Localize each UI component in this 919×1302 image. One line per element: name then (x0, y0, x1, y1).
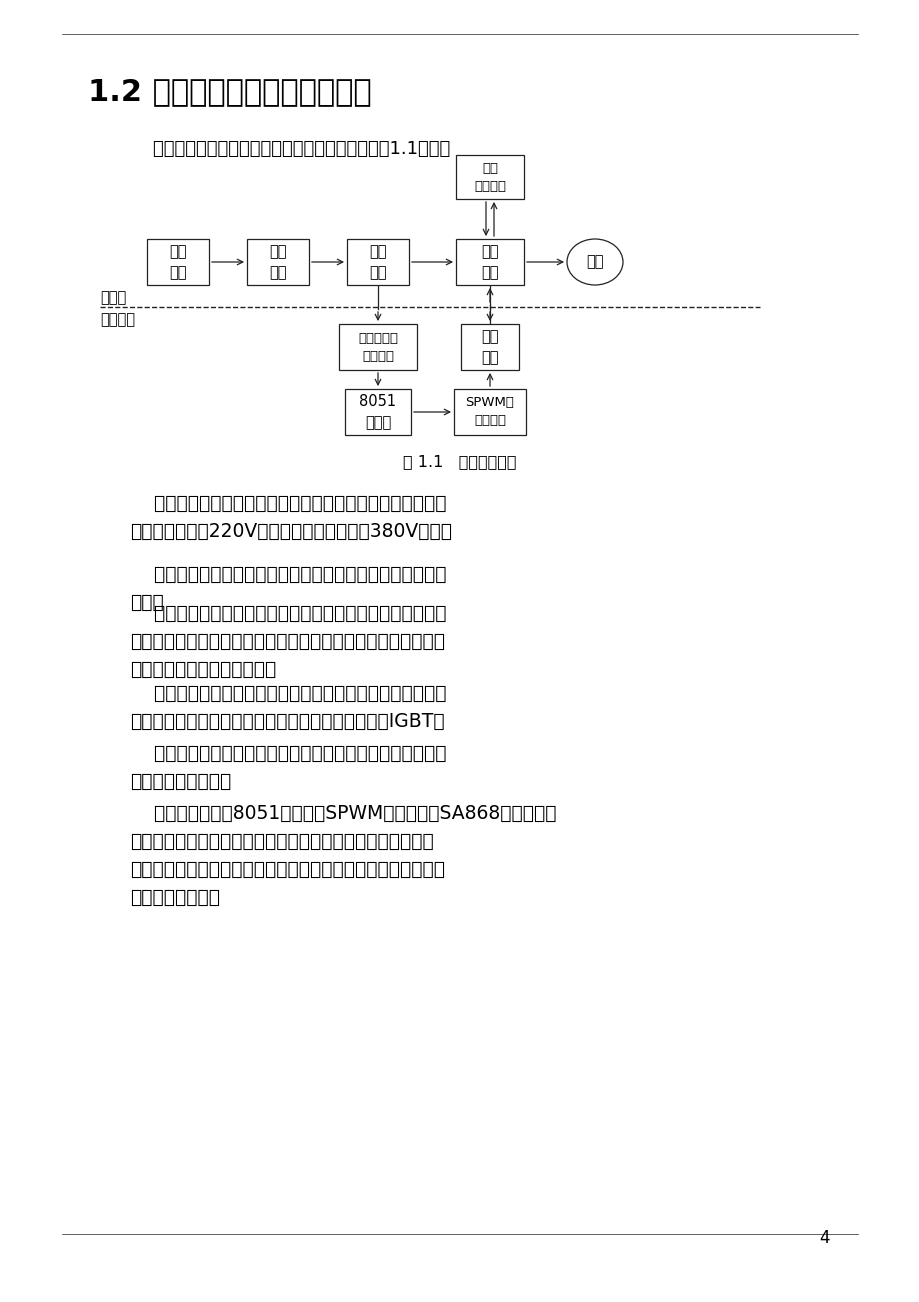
Text: 电机: 电机 (585, 254, 603, 270)
Text: 电流电压检测：一般在中间直流端采集信号，作为过压，欠
压，过流保护信号。: 电流电压检测：一般在中间直流端采集信号，作为过压，欠 压，过流保护信号。 (130, 743, 446, 792)
Text: 本文设计的交直交变频器由以下几部分组成，如图1.1所示：: 本文设计的交直交变频器由以下几部分组成，如图1.1所示： (130, 141, 449, 158)
Text: 逆变电路：逆变部分将直流电逆变成我们需要的交流电。在
设计中采用三相桥逆变，开关器件选用全控型开关管IGBT。: 逆变电路：逆变部分将直流电逆变成我们需要的交流电。在 设计中采用三相桥逆变，开关… (130, 684, 446, 730)
Text: 滤波
电路: 滤波 电路 (369, 243, 386, 280)
Bar (456, 155, 524, 199)
Text: 8051
单片机: 8051 单片机 (359, 395, 396, 430)
Bar (460, 324, 518, 370)
Text: 供电电源：电源部分因变频器输出功率的大小不同而异，小
功率的多用单相220V，中大功率的采用三相380V电源。: 供电电源：电源部分因变频器输出功率的大小不同而异，小 功率的多用单相220V，中… (130, 493, 451, 542)
Text: 滤波电路：因在本设计中采用电压型变频器，所以采用电容
滤波，中间的电容除了起滤波作用外，还在整流电路与逆变电路
间起到去耦作用，消除干扰。: 滤波电路：因在本设计中采用电压型变频器，所以采用电容 滤波，中间的电容除了起滤波… (130, 604, 446, 680)
Text: 保护
吸收电路: 保护 吸收电路 (473, 161, 505, 193)
Ellipse shape (566, 240, 622, 285)
Text: 主电路电流
电压检测: 主电路电流 电压检测 (357, 332, 398, 362)
Text: 主电路: 主电路 (100, 290, 126, 305)
Text: 逆变
电路: 逆变 电路 (481, 243, 498, 280)
Bar (345, 389, 411, 435)
Text: SPWM波
生成芯片: SPWM波 生成芯片 (465, 397, 514, 427)
Text: 控制电路：采用8051单片机和SPWM波生成芯片SA868，控制电路
的主要功能是接受各种设定信息和指令，根据这些指令和设定
信息形成驱动逆变器工作的信号。这些: 控制电路：采用8051单片机和SPWM波生成芯片SA868，控制电路 的主要功能… (130, 805, 556, 907)
Text: 1.2 系统原理框图及各部分简介: 1.2 系统原理框图及各部分简介 (88, 77, 371, 105)
Bar (246, 240, 309, 285)
Text: 控制电路: 控制电路 (100, 312, 135, 327)
Text: 整流电路：整流部分将交流电变为脉动的直流电，必须加以
滤波。: 整流电路：整流部分将交流电变为脉动的直流电，必须加以 滤波。 (130, 565, 446, 612)
Text: 整流
电路: 整流 电路 (269, 243, 287, 280)
Bar (346, 240, 409, 285)
Bar (453, 389, 526, 435)
Bar (147, 240, 209, 285)
Bar (456, 240, 524, 285)
Text: 隔离
驱动: 隔离 驱动 (481, 329, 498, 365)
Text: 4: 4 (819, 1229, 829, 1247)
Bar (338, 324, 416, 370)
Text: 图 1.1   系统原理框图: 图 1.1 系统原理框图 (403, 454, 516, 469)
Text: 供电
电源: 供电 电源 (169, 243, 187, 280)
